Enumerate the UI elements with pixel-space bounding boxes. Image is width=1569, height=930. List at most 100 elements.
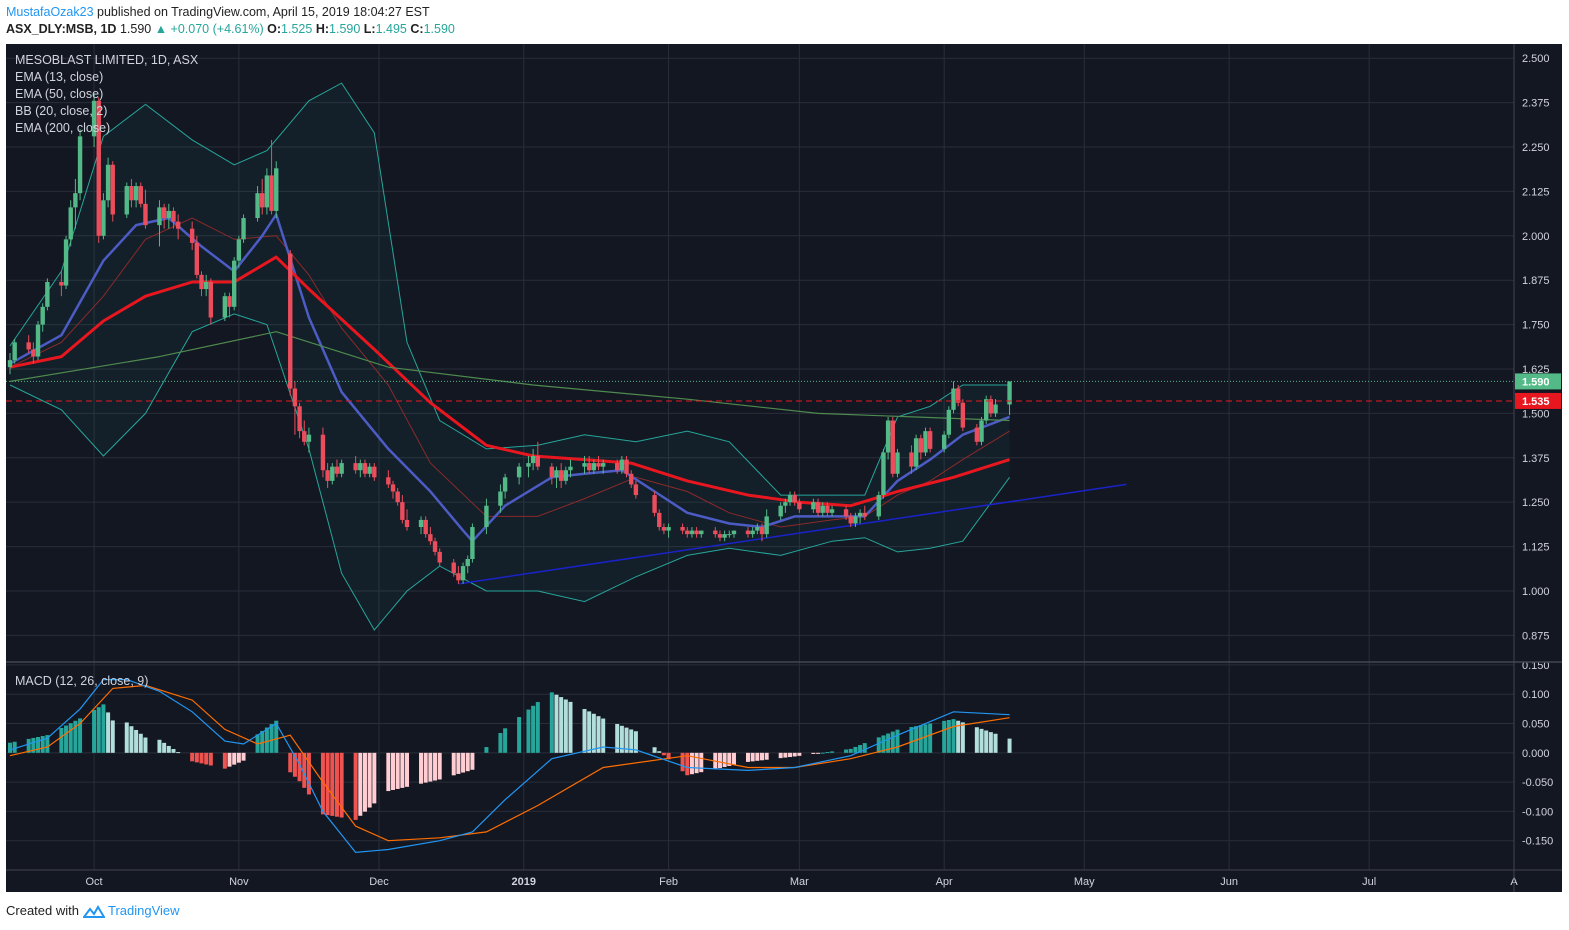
candle-body	[811, 502, 816, 510]
macd-histogram-bar	[320, 752, 325, 815]
candle-body	[857, 512, 863, 517]
macd-histogram-bar	[853, 746, 858, 753]
candle-body	[358, 463, 363, 471]
candle-body	[189, 228, 195, 243]
macd-histogram-bar	[942, 720, 947, 753]
macd-histogram-bar	[325, 752, 330, 816]
candle-body	[797, 502, 802, 510]
candle-body	[12, 342, 17, 361]
candle-body	[203, 281, 209, 290]
macd-histogram-bar	[40, 736, 45, 753]
macd-histogram-bar	[59, 727, 64, 753]
price-chart[interactable]: 2.500 2.375 2.250 2.125 2.000 1.875 1.750 1.625…	[6, 44, 1562, 892]
price-tick-label: 2.500	[1522, 53, 1550, 65]
candle-body	[166, 210, 172, 219]
time-tick-label: Mar	[790, 876, 809, 888]
high-value: 1.590	[329, 22, 361, 36]
macd-histogram-bar	[288, 752, 293, 773]
candle-body	[133, 186, 139, 201]
symbol-label[interactable]: ASX_DLY:MSB, 1D	[6, 22, 117, 36]
macd-histogram-bar	[559, 697, 564, 753]
grid-lines	[6, 44, 1515, 870]
candle-body	[927, 431, 933, 449]
time-tick-label: 2019	[512, 876, 536, 888]
macd-histogram-bar	[988, 732, 993, 753]
candle-body	[591, 463, 597, 471]
author-link[interactable]: MustafaOzak23	[6, 5, 94, 19]
candle-body	[423, 519, 428, 535]
macd-histogram-bar	[339, 752, 344, 818]
candle-body	[502, 477, 508, 492]
candle-body	[615, 463, 620, 471]
macd-tick-label: -0.050	[1522, 777, 1553, 789]
candle-body	[63, 239, 69, 286]
macd-histogram-bar	[895, 729, 900, 753]
close-value: 1.590	[423, 22, 455, 36]
candle-body	[260, 193, 265, 208]
price-tick-label: 1.750	[1522, 320, 1550, 332]
candle-body	[993, 404, 998, 414]
macd-histogram-bar	[797, 752, 802, 756]
macd-histogram-bar	[204, 752, 209, 765]
candle-body	[988, 399, 994, 414]
candle-body	[619, 459, 625, 471]
candle-body	[535, 456, 541, 467]
macd-histogram-bar	[820, 752, 825, 754]
macd-histogram-bar	[297, 752, 302, 782]
candle-body	[194, 242, 200, 275]
candle-body	[484, 505, 489, 528]
candle-body	[918, 438, 924, 453]
macd-histogram-bar	[465, 752, 470, 772]
macd-histogram-bar	[241, 752, 246, 761]
candle-body	[554, 470, 559, 478]
macd-histogram-bar	[190, 752, 195, 762]
macd-histogram-bar	[36, 736, 41, 753]
macd-signal-line	[9, 684, 1010, 842]
macd-histogram-bar	[503, 728, 508, 753]
candle-body	[750, 530, 755, 535]
macd-histogram-bar	[745, 752, 750, 762]
macd-histogram-bar	[909, 727, 914, 753]
publish-info: published on TradingView.com, April 15, …	[93, 5, 430, 19]
macd-histogram-bar	[633, 731, 638, 753]
macd-histogram-bar	[45, 735, 50, 753]
candle-body	[432, 541, 438, 552]
macd-histogram-bar	[176, 752, 181, 754]
candle-body	[596, 463, 601, 467]
macd-histogram-bar	[433, 752, 438, 781]
candle-body	[885, 420, 891, 453]
candle-body	[951, 388, 956, 410]
macd-line	[9, 679, 1010, 854]
candle-body	[31, 349, 36, 357]
candle-body	[372, 466, 377, 478]
candle-body	[418, 519, 424, 528]
macd-histogram-bar	[134, 729, 139, 753]
candle-body	[516, 466, 522, 478]
macd-histogram-bar	[858, 745, 863, 753]
macd-histogram-bar	[694, 752, 699, 774]
macd-histogram-bar	[194, 752, 199, 763]
macd-histogram-bar	[419, 752, 424, 784]
price-label-text: 1.590	[1522, 376, 1550, 388]
candle-body	[778, 505, 783, 517]
macd-histogram-bar	[96, 707, 101, 753]
macd-histogram-bar	[367, 752, 372, 808]
macd-histogram-bar	[269, 724, 274, 753]
macd-histogram-bar	[778, 752, 783, 759]
candle-body	[731, 530, 737, 535]
macd-histogram-bar	[386, 752, 391, 792]
macd-histogram-bar	[334, 752, 339, 817]
price-label-box	[1515, 373, 1561, 390]
macd-histogram-bar	[993, 733, 998, 753]
price-tick-label: 2.000	[1522, 231, 1550, 243]
macd-histogram-bar	[844, 749, 849, 753]
macd-histogram-bar	[73, 720, 78, 753]
candle-body	[227, 296, 232, 307]
price-tick-label: 1.375	[1522, 453, 1550, 465]
macd-histogram-bar	[731, 752, 736, 765]
bollinger-basis	[9, 217, 1010, 528]
candle-body	[325, 470, 330, 481]
legend-macd: MACD (12, 26, close, 9)	[15, 674, 148, 688]
footer-brand-link[interactable]: TradingView	[108, 903, 180, 918]
macd-histogram-bar	[362, 752, 367, 812]
